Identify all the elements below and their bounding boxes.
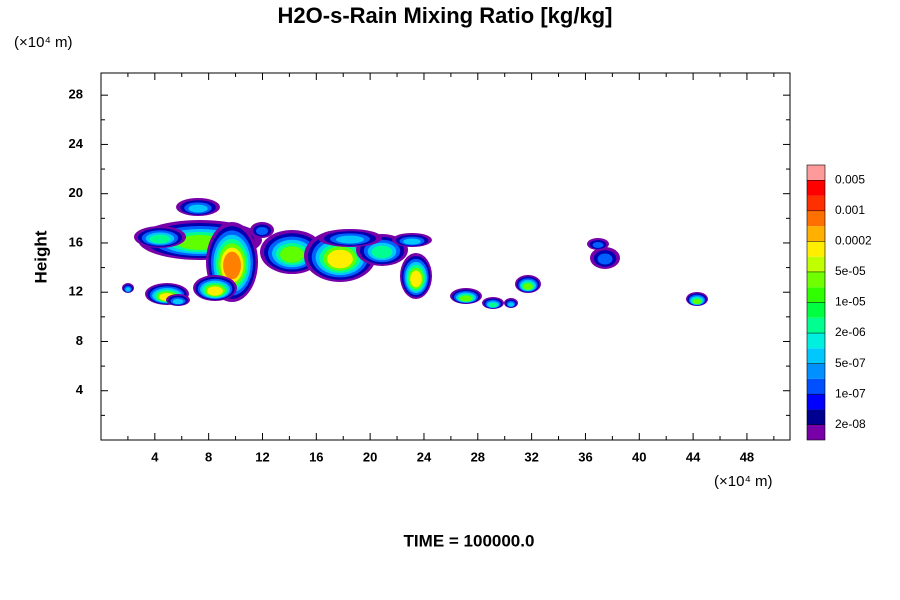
colorbar-label: 5e-07 bbox=[835, 356, 866, 370]
plot-frame bbox=[100, 72, 791, 441]
y-axis-label: Height bbox=[31, 230, 50, 283]
x-tick-label: 8 bbox=[205, 449, 212, 464]
colorbar-label: 2e-06 bbox=[835, 325, 866, 339]
contour-blob bbox=[460, 295, 472, 302]
colorbar-box bbox=[807, 348, 825, 364]
contour-blob bbox=[403, 238, 421, 245]
colorbar-box bbox=[807, 226, 825, 242]
contour-blob bbox=[125, 287, 131, 292]
colorbar-box bbox=[807, 333, 825, 349]
contour-blob bbox=[523, 283, 533, 290]
colorbar-label: 0.001 bbox=[835, 203, 865, 217]
contour-blob bbox=[410, 270, 422, 288]
contour-blob bbox=[488, 302, 498, 308]
contour-blob bbox=[692, 298, 702, 305]
colorbar-box bbox=[807, 287, 825, 303]
contour-blob bbox=[172, 298, 184, 305]
colorbar-box bbox=[807, 424, 825, 440]
x-tick-label: 28 bbox=[471, 449, 485, 464]
x-tick-label: 32 bbox=[524, 449, 538, 464]
colorbar-label: 5e-05 bbox=[835, 264, 866, 278]
contour-blob bbox=[280, 246, 304, 263]
colorbar-box bbox=[807, 363, 825, 379]
y-unit-label: (×10⁴ m) bbox=[14, 34, 73, 51]
colorbar-box bbox=[807, 195, 825, 211]
contour-blob bbox=[207, 286, 223, 296]
x-tick-label: 48 bbox=[740, 449, 754, 464]
x-tick-label: 44 bbox=[686, 449, 701, 464]
colorbar-box bbox=[807, 378, 825, 395]
x-tick-label: 16 bbox=[309, 449, 323, 464]
colorbar-label: 2e-08 bbox=[835, 417, 866, 431]
y-tick-label: 28 bbox=[69, 87, 83, 102]
x-tick-label: 24 bbox=[417, 449, 432, 464]
contour-blob bbox=[327, 249, 353, 269]
colorbar-label: 0.005 bbox=[835, 172, 865, 186]
y-tick-label: 20 bbox=[69, 185, 83, 200]
colorbar-box bbox=[807, 317, 825, 334]
colorbar-label: 1e-05 bbox=[835, 295, 866, 309]
colorbar-label: 0.0002 bbox=[835, 234, 872, 248]
colorbar-box bbox=[807, 409, 825, 425]
y-tick-label: 24 bbox=[69, 136, 84, 151]
colorbar-box bbox=[807, 302, 825, 318]
chart-title: H2O-s-Rain Mixing Ratio [kg/kg] bbox=[278, 3, 613, 28]
x-tick-label: 36 bbox=[578, 449, 592, 464]
footer: TIME = 100000.0 bbox=[404, 531, 535, 550]
contour-blob bbox=[256, 227, 268, 235]
contour-blob bbox=[592, 242, 604, 248]
x-tick-label: 12 bbox=[255, 449, 269, 464]
colorbar-box bbox=[807, 210, 825, 227]
contour-blob bbox=[507, 302, 515, 307]
contour-field bbox=[122, 198, 708, 309]
colorbar-box bbox=[807, 165, 825, 181]
x-tick-label: 40 bbox=[632, 449, 646, 464]
y-tick-label: 16 bbox=[69, 234, 83, 249]
contour-blob bbox=[149, 234, 171, 244]
contour-blob bbox=[188, 204, 208, 213]
contour-blob bbox=[336, 235, 364, 244]
colorbar-label: 1e-07 bbox=[835, 386, 866, 400]
colorbar-box bbox=[807, 256, 825, 272]
x-tick-label: 4 bbox=[151, 449, 159, 464]
y-tick-label: 12 bbox=[69, 284, 83, 299]
y-tick-label: 4 bbox=[76, 382, 84, 397]
y-tick-label: 8 bbox=[76, 333, 83, 348]
colorbar-box bbox=[807, 241, 825, 257]
contour-blob bbox=[597, 253, 613, 265]
x-unit-label: (×10⁴ m) bbox=[714, 473, 773, 490]
contour-blob bbox=[371, 245, 393, 259]
colorbar-box bbox=[807, 180, 825, 196]
colorbar-box bbox=[807, 394, 825, 410]
colorbar-box bbox=[807, 271, 825, 288]
x-tick-label: 20 bbox=[363, 449, 377, 464]
contour-blob bbox=[223, 251, 241, 280]
